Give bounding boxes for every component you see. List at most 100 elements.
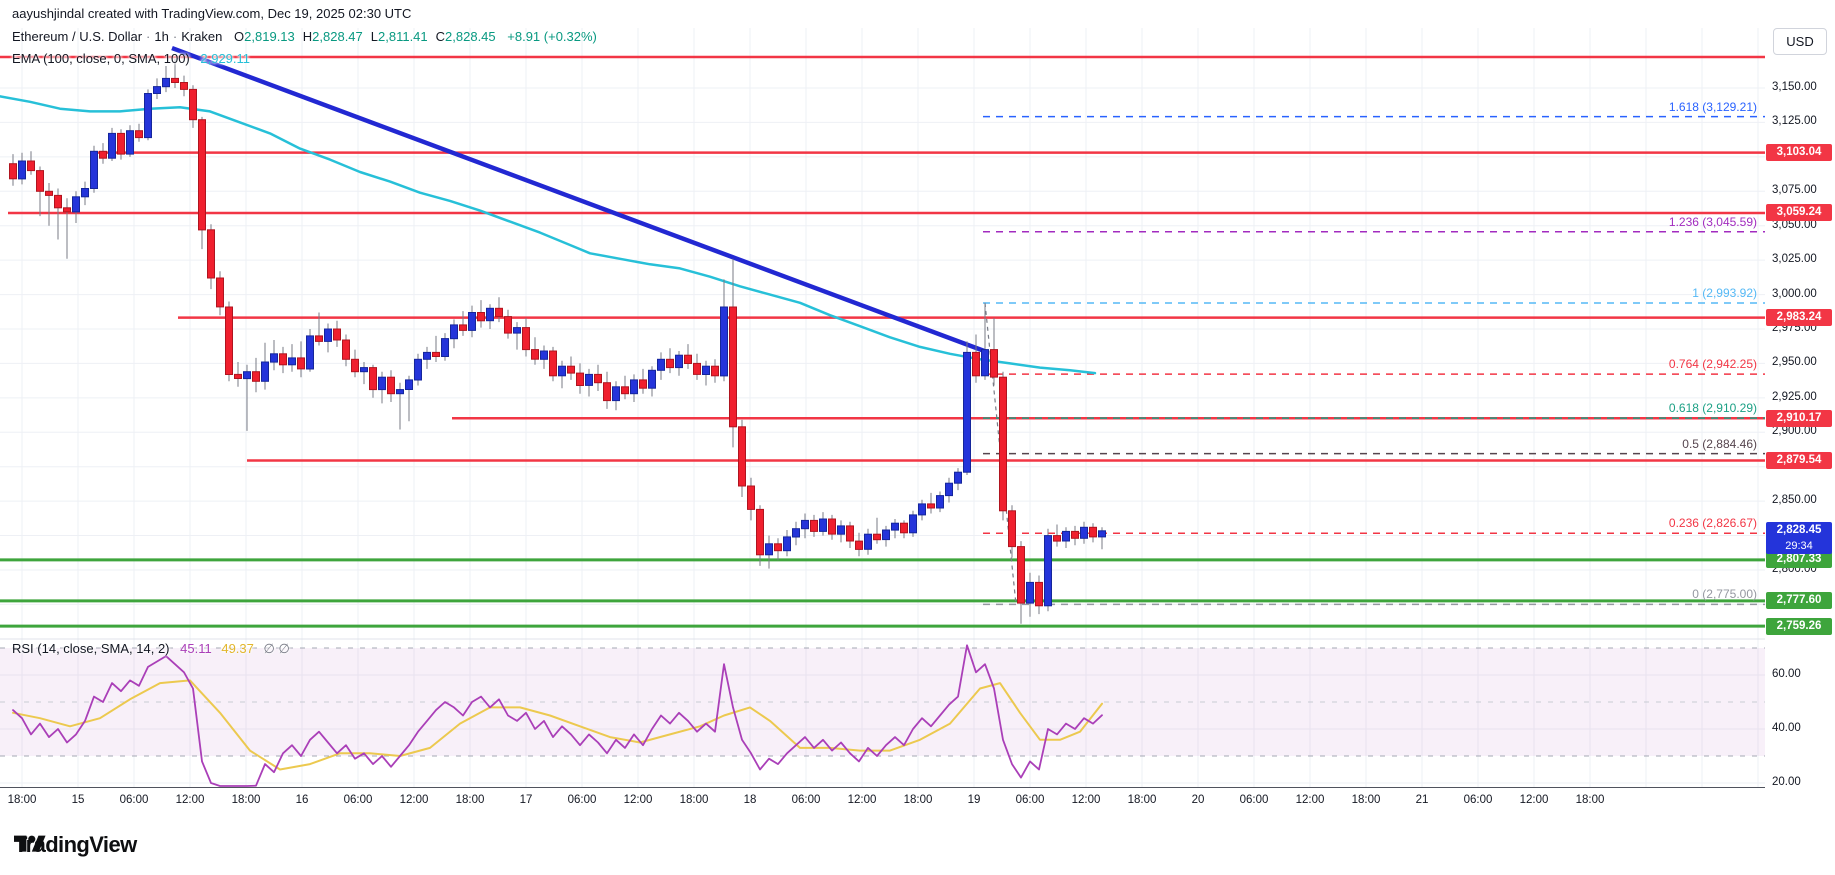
time-axis-day-label: 17 <box>519 794 533 806</box>
candle-body-down <box>198 119 206 231</box>
candle-body-down <box>342 339 350 360</box>
candle <box>603 371 611 409</box>
resistance-price-label: 3,103.04 <box>1766 144 1832 162</box>
candle-body-down <box>855 540 863 550</box>
candle <box>819 512 827 536</box>
candle-body-down <box>603 382 611 402</box>
time-axis[interactable]: 18:00 15 06:00 12:00 18:00 16 06:00 12:00 18:00 1… <box>0 788 1765 818</box>
rsi-legend-row[interactable]: RSI (14, close, SMA, 14, 2) 45.11 49.37 … <box>12 641 290 657</box>
candle <box>450 319 458 349</box>
candle-body-up <box>81 188 89 198</box>
candle <box>576 363 584 394</box>
fib-level-label: 1 (2,993.92) <box>1692 285 1757 300</box>
candle-body-up <box>1098 530 1106 538</box>
candle <box>315 312 323 346</box>
candle <box>774 538 782 561</box>
candle-body-up <box>261 361 269 382</box>
rsi-line <box>12 644 1103 787</box>
candle-body-up <box>963 351 971 473</box>
candle-body-down <box>117 132 125 155</box>
symbol-exchange[interactable]: Kraken <box>181 29 223 44</box>
candle-body-down <box>999 376 1007 512</box>
candle <box>108 127 116 161</box>
candle <box>666 348 674 374</box>
candle-body-up <box>801 519 809 530</box>
rsi-indicator-label[interactable]: RSI (14, close, SMA, 14, 2) <box>12 641 170 656</box>
price-axis[interactable]: 3,150.00 3,125.00 3,075.00 3,050.00 3,025.00… <box>1765 0 1835 875</box>
ohlc-key: L <box>370 29 378 44</box>
time-axis-label: 18:00 <box>903 794 933 806</box>
candle-body-down <box>594 373 602 384</box>
currency-toggle-button[interactable]: USD <box>1773 28 1827 55</box>
current-price-value: 2,828.45 <box>1776 524 1822 537</box>
candle-body-down <box>432 351 440 357</box>
candle-body-up <box>72 196 80 213</box>
candle <box>783 530 791 557</box>
candle-body-down <box>459 324 467 331</box>
tradingview-logo[interactable]: TradingView <box>14 832 137 858</box>
time-axis-label: 06:00 <box>1463 794 1493 806</box>
current-price-label: 2,828.45 29:34 <box>1766 522 1832 555</box>
candle <box>522 318 530 357</box>
legend-separator: · <box>146 29 151 44</box>
candle <box>252 357 260 393</box>
ohlc-key: C <box>435 29 446 44</box>
candle <box>792 521 800 546</box>
candle <box>594 364 602 391</box>
fib-level-label: 1.236 (3,045.59) <box>1668 214 1757 229</box>
candle-body-down <box>216 277 224 308</box>
candle-body-down <box>279 353 287 366</box>
candle <box>441 333 449 361</box>
time-axis-label: 18:00 <box>231 794 261 806</box>
time-axis-label: 12:00 <box>847 794 877 806</box>
rsi-sma-line <box>12 679 1103 771</box>
candle-body-up <box>405 379 413 390</box>
candle <box>504 309 512 339</box>
ema-indicator-label[interactable]: EMA (100, close, 0, SMA, 100) <box>12 51 190 66</box>
symbol-legend-row[interactable]: Ethereum / U.S. Dollar · 1h · Kraken O2,819.… <box>12 29 597 44</box>
symbol-name[interactable]: Ethereum / U.S. Dollar <box>12 29 143 44</box>
candle <box>747 477 755 521</box>
candle-body-down <box>333 328 341 341</box>
candle-body-down <box>180 82 188 90</box>
symbol-interval[interactable]: 1h <box>154 29 169 44</box>
candle <box>54 188 62 240</box>
candle <box>234 362 242 387</box>
candle <box>720 279 728 382</box>
candle <box>810 514 818 537</box>
candle-body-down <box>54 194 62 209</box>
candle <box>846 521 854 548</box>
candle-body-down <box>774 543 782 552</box>
candle-body-up <box>423 351 431 360</box>
candle <box>684 344 692 369</box>
candle <box>909 510 917 537</box>
candle <box>855 532 863 557</box>
candle-body-down <box>45 190 53 196</box>
candle-body-up <box>153 86 161 94</box>
candle-body-up <box>612 386 620 402</box>
candle-body-down <box>927 503 935 509</box>
time-axis-label: 12:00 <box>175 794 205 806</box>
legend-separator: · <box>172 29 178 44</box>
time-axis-label: 06:00 <box>1239 794 1269 806</box>
candle-body-down <box>549 350 557 377</box>
candle-body-up <box>540 350 548 360</box>
rsi-tick-label: 60.00 <box>1772 668 1801 680</box>
ema-legend-row[interactable]: EMA (100, close, 0, SMA, 100) 2,929.11 <box>12 51 250 66</box>
price-tick-label: 3,075.00 <box>1772 184 1817 197</box>
candle <box>972 334 980 383</box>
time-axis-label: 18:00 <box>1127 794 1157 806</box>
candle <box>90 145 98 193</box>
candle-body-up <box>468 312 476 331</box>
candle-body-up <box>585 373 593 386</box>
ohlc-values: O2,819.13 H2,828.47 L2,811.41 C2,828.45 <box>226 29 496 44</box>
candle-body-down <box>729 306 737 428</box>
candle-body-up <box>702 365 710 376</box>
candle <box>675 351 683 376</box>
time-axis-label: 06:00 <box>791 794 821 806</box>
ohlc-value: 2,811.41 <box>378 29 428 44</box>
candle-body-down <box>531 349 539 360</box>
price-tick-label: 3,050.00 <box>1772 218 1817 231</box>
candle <box>1008 505 1016 558</box>
price-tick-label: 3,025.00 <box>1772 253 1817 266</box>
